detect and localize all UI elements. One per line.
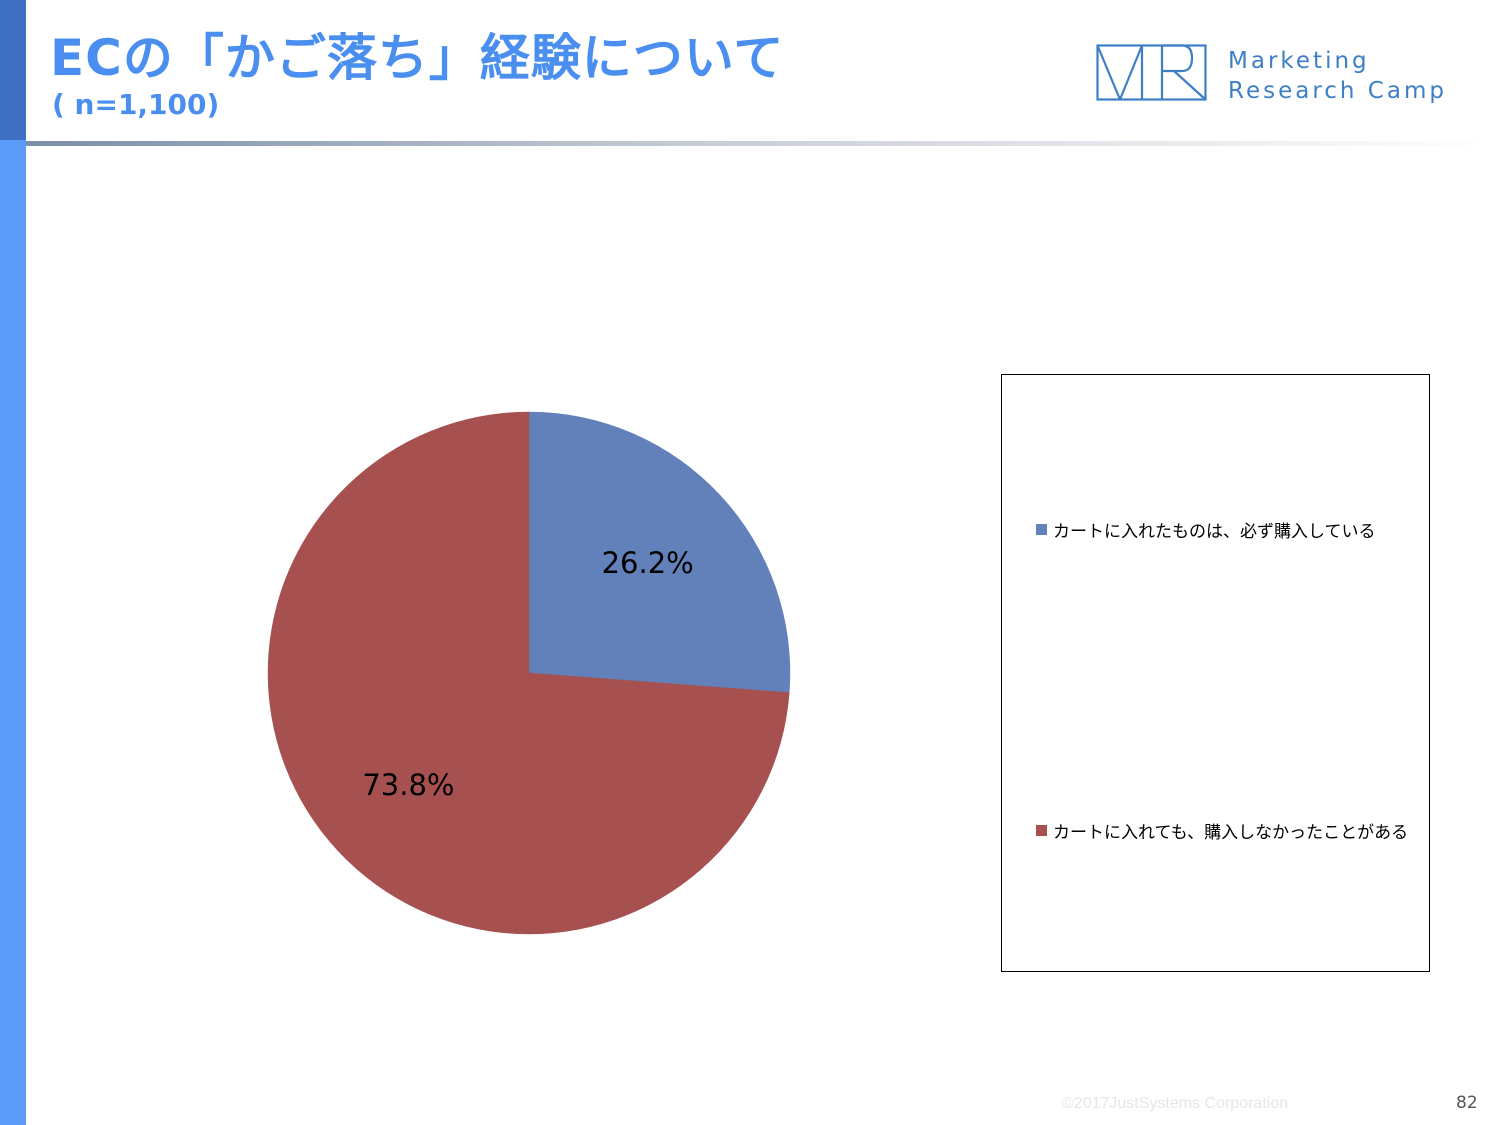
legend-swatch-red — [1036, 825, 1047, 836]
logo-line-1: Marketing — [1228, 48, 1370, 74]
footer-copyright: ©2017JustSystems Corporation — [1062, 1095, 1289, 1112]
legend-label: カートに入れたものは、必ず購入している — [1053, 522, 1376, 542]
logo-line-2: Research Camp — [1228, 78, 1447, 104]
chart-legend: カートに入れたものは、必ず購入している カートに入れても、購入しなかったことがあ… — [1001, 374, 1430, 972]
pie-slice-always-purchase — [528, 411, 791, 693]
logo-wordmark: Marketing Research Camp — [1228, 46, 1447, 106]
legend-item-not-purchased: カートに入れても、購入しなかったことがある — [1036, 818, 1408, 843]
company-logo: Marketing Research Camp — [1096, 44, 1486, 106]
sidebar-accent — [0, 140, 26, 1125]
pie-chart: 26.2% 73.8% — [267, 411, 791, 935]
legend-swatch-blue — [1036, 524, 1047, 535]
mr-logo-icon — [1096, 44, 1207, 101]
legend-item-always-purchase: カートに入れたものは、必ず購入している — [1036, 517, 1376, 542]
page-number: 82 — [1456, 1093, 1478, 1113]
data-label-not-purchased: 73.8% — [362, 768, 454, 802]
legend-label: カートに入れても、購入しなかったことがある — [1053, 823, 1409, 843]
sample-size-label: ( n=1,100) — [52, 88, 220, 121]
page-title: ECの「かご落ち」経験について — [50, 29, 785, 87]
header-divider — [26, 141, 1500, 146]
pie-slice-not-purchased — [267, 411, 790, 935]
sidebar-accent-top — [0, 0, 26, 140]
data-label-always-purchase: 26.2% — [602, 546, 694, 580]
